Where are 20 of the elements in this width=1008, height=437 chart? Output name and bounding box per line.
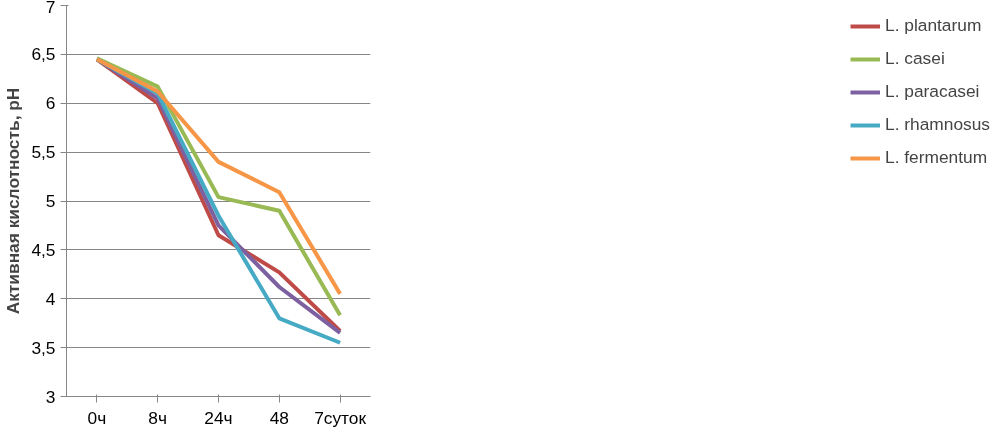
legend-label: L. fermentum: [885, 147, 988, 168]
y-tick-label: 6: [45, 93, 56, 114]
y-tick-label: 7: [45, 0, 56, 17]
y-tick-label: 3: [45, 386, 56, 407]
legend-label: L. rhamnosus: [885, 114, 990, 135]
y-tick-label: 4,5: [31, 239, 56, 260]
x-tick-label: 0ч: [87, 407, 107, 428]
x-tick-label: 24ч: [204, 407, 233, 428]
legend-label: L. paracasei: [885, 81, 980, 102]
legend-label: L. casei: [885, 48, 945, 69]
y-tick-label: 6,5: [31, 44, 56, 65]
y-axis-title: Активная кислотность, pH: [3, 87, 24, 315]
x-tick-label: 8ч: [148, 407, 168, 428]
legend-label: L. plantarum: [885, 15, 982, 36]
x-tick-label: 7суток: [314, 407, 367, 428]
y-tick-label: 5: [45, 191, 56, 211]
y-tick-label: 5,5: [31, 142, 56, 163]
y-tick-label: 4: [45, 288, 56, 309]
x-tick-label: 48: [269, 407, 289, 428]
y-tick-label: 3,5: [31, 337, 56, 358]
